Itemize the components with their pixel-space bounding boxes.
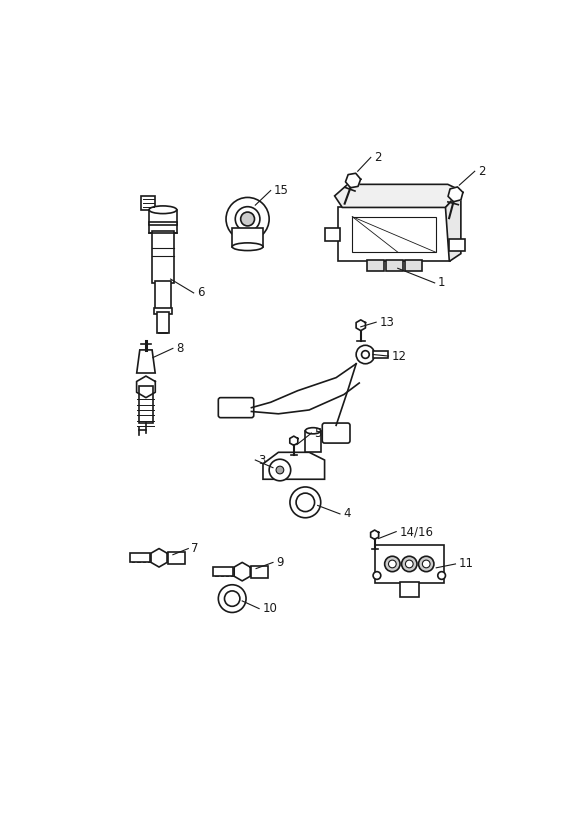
- Text: 3: 3: [258, 453, 266, 466]
- Text: 13: 13: [380, 316, 394, 329]
- Bar: [373, 351, 388, 358]
- Polygon shape: [290, 436, 298, 446]
- Bar: [157, 312, 169, 333]
- Circle shape: [356, 345, 375, 363]
- Bar: [339, 208, 450, 261]
- Bar: [449, 239, 465, 251]
- Bar: [251, 565, 268, 578]
- Circle shape: [224, 591, 240, 606]
- Bar: [139, 386, 153, 423]
- Text: 5: 5: [315, 427, 322, 439]
- Text: 12: 12: [392, 349, 406, 363]
- Circle shape: [290, 487, 321, 517]
- Circle shape: [373, 572, 381, 579]
- Bar: [400, 582, 419, 597]
- Ellipse shape: [149, 206, 177, 213]
- Polygon shape: [234, 563, 250, 581]
- Bar: [325, 228, 340, 241]
- Circle shape: [276, 466, 284, 474]
- Bar: [149, 210, 177, 223]
- Bar: [352, 217, 436, 252]
- Polygon shape: [263, 452, 325, 480]
- Bar: [168, 551, 185, 564]
- Text: 7: 7: [191, 542, 199, 555]
- Circle shape: [422, 560, 430, 568]
- Bar: [375, 545, 444, 583]
- Ellipse shape: [232, 243, 263, 250]
- Text: 14/16: 14/16: [399, 525, 433, 538]
- Polygon shape: [335, 185, 461, 208]
- Polygon shape: [151, 549, 167, 567]
- Text: 11: 11: [459, 558, 473, 570]
- Bar: [232, 228, 263, 246]
- Polygon shape: [136, 376, 155, 398]
- Circle shape: [218, 585, 246, 612]
- Text: 10: 10: [262, 602, 277, 616]
- Polygon shape: [346, 173, 361, 188]
- Circle shape: [388, 560, 396, 568]
- Bar: [405, 260, 422, 270]
- Bar: [154, 308, 172, 314]
- Polygon shape: [448, 187, 463, 202]
- Text: 8: 8: [176, 342, 183, 355]
- Circle shape: [241, 212, 255, 226]
- Bar: [367, 260, 384, 270]
- Circle shape: [419, 556, 434, 572]
- Text: 2: 2: [478, 165, 485, 178]
- Text: 15: 15: [274, 184, 289, 197]
- FancyBboxPatch shape: [322, 423, 350, 443]
- Text: 9: 9: [276, 556, 283, 569]
- Circle shape: [236, 207, 260, 232]
- Circle shape: [385, 556, 400, 572]
- Polygon shape: [371, 530, 378, 540]
- Bar: [130, 553, 150, 563]
- Text: 1: 1: [438, 276, 445, 289]
- FancyBboxPatch shape: [218, 398, 254, 418]
- Bar: [305, 431, 321, 452]
- Bar: [213, 567, 233, 576]
- Polygon shape: [445, 190, 461, 261]
- Bar: [149, 222, 177, 233]
- Polygon shape: [141, 196, 155, 210]
- Circle shape: [269, 459, 291, 480]
- Bar: [155, 281, 171, 310]
- Circle shape: [405, 560, 413, 568]
- Circle shape: [438, 572, 445, 579]
- Bar: [152, 231, 174, 283]
- Circle shape: [296, 493, 315, 512]
- Circle shape: [361, 351, 369, 358]
- Polygon shape: [136, 350, 155, 373]
- Circle shape: [226, 198, 269, 241]
- Text: 6: 6: [196, 287, 204, 299]
- Text: 2: 2: [374, 151, 381, 164]
- Polygon shape: [356, 320, 366, 330]
- Text: 4: 4: [343, 508, 350, 521]
- Circle shape: [402, 556, 417, 572]
- Bar: [386, 260, 403, 270]
- Ellipse shape: [305, 428, 321, 433]
